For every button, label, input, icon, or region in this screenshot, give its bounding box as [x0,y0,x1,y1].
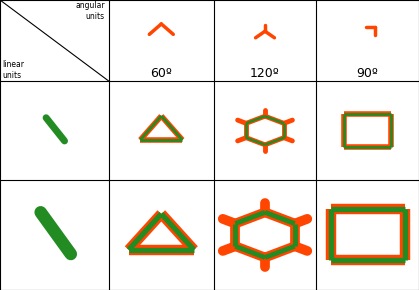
Text: 90º: 90º [357,68,379,80]
Text: linear
units: linear units [2,60,24,80]
Text: angular
units: angular units [75,1,105,21]
Text: 60º: 60º [150,68,172,80]
Text: 120º: 120º [250,68,280,80]
